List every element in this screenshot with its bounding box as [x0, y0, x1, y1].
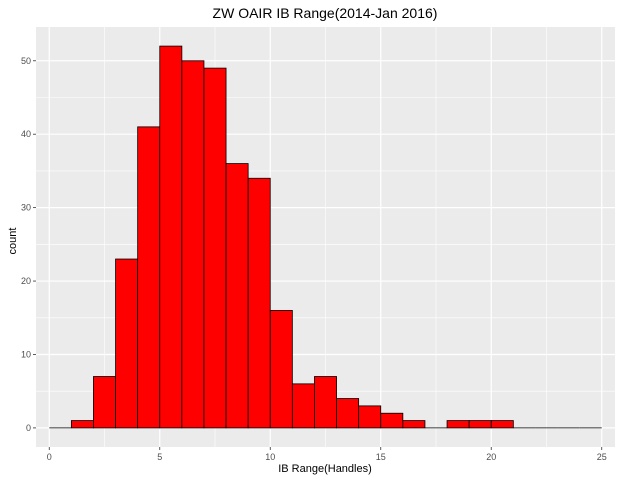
y-axis-title: count	[7, 228, 19, 255]
histogram-bar	[380, 412, 404, 429]
histogram-bar	[490, 420, 514, 429]
x-tick-label: 10	[265, 452, 275, 462]
x-tick-label: 15	[376, 452, 386, 462]
histogram-bar	[115, 258, 139, 429]
chart-title: ZW OAIR IB Range(2014-Jan 2016)	[213, 5, 438, 21]
histogram-bar	[314, 376, 337, 429]
y-tick-label: 40	[21, 129, 31, 139]
histogram-bar	[70, 420, 94, 429]
histogram-bar	[468, 420, 492, 429]
histogram-bars	[49, 45, 602, 429]
y-tick-label: 30	[21, 203, 31, 213]
histogram-bar	[93, 376, 116, 429]
x-tick-label: 20	[486, 452, 496, 462]
x-tick-label: 5	[157, 452, 162, 462]
y-axis-ticks: 0 10 20 30 40 50	[21, 56, 36, 433]
histogram-bar	[446, 420, 470, 429]
histogram-bar	[336, 398, 360, 429]
x-tick-label: 0	[47, 452, 52, 462]
histogram-bar	[203, 67, 227, 429]
histogram-bar	[181, 60, 205, 429]
x-tick-label: 25	[597, 452, 607, 462]
y-tick-label: 50	[21, 56, 31, 66]
histogram-bar	[159, 45, 183, 429]
y-tick-label: 0	[26, 423, 31, 433]
histogram-bar	[225, 163, 249, 429]
histogram-bar	[247, 177, 271, 429]
histogram-bar	[358, 405, 382, 429]
y-tick-label: 20	[21, 276, 31, 286]
histogram-bar	[269, 310, 293, 429]
y-tick-label: 10	[21, 349, 31, 359]
x-axis-title: IB Range(Handles)	[278, 463, 372, 475]
x-axis-ticks: 0 5 10 15 20 25	[47, 447, 607, 462]
histogram-bar	[291, 383, 315, 429]
histogram-bar	[402, 420, 426, 429]
histogram-bar	[137, 126, 161, 429]
